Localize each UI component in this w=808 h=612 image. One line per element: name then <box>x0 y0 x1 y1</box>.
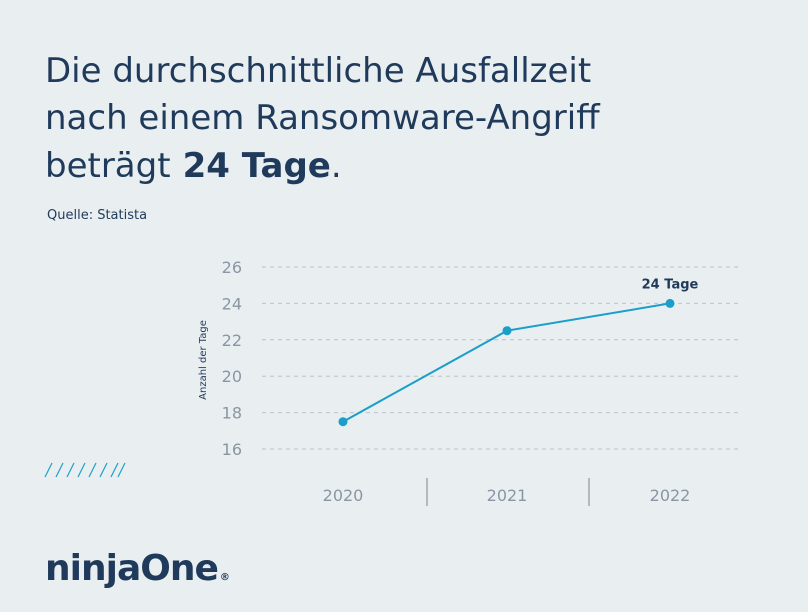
title-line: beträgt 24 Tage. <box>45 146 342 186</box>
y-tick-label: 22 <box>222 331 242 350</box>
x-tick-label: 2021 <box>487 486 528 505</box>
x-tick-label: 2020 <box>323 486 364 505</box>
title-text: beträgt <box>45 146 171 186</box>
y-tick-label: 20 <box>222 367 242 386</box>
y-tick-label: 18 <box>222 404 242 423</box>
brand-name: ninjaOne <box>45 548 218 589</box>
y-tick-label: 16 <box>222 440 242 459</box>
brand: ninjaOne ® <box>45 548 229 589</box>
line <box>342 302 671 423</box>
point <box>502 326 512 336</box>
title-highlight: 24 Tage <box>183 146 331 186</box>
source: Quelle: Statista <box>47 208 147 223</box>
y-axis-label: Anzahl der Tage <box>198 320 209 400</box>
y-tick-label: 24 <box>222 294 242 313</box>
title-line: Die durchschnittliche Ausfallzeit <box>45 51 591 91</box>
decoration <box>44 462 126 478</box>
title-line: nach einem Ransomware-Angriff <box>45 98 601 138</box>
point <box>338 417 348 427</box>
y-tick-label: 26 <box>222 258 242 277</box>
point <box>665 298 675 308</box>
value-label: 24 Tage <box>642 277 699 292</box>
brand-mark: ® <box>220 572 229 583</box>
x-tick-label: 2022 <box>650 486 691 505</box>
title-end: . <box>331 146 342 186</box>
